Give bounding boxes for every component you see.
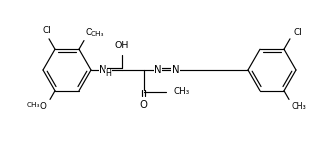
Text: H: H	[106, 70, 112, 78]
Text: O: O	[140, 100, 148, 110]
Text: N: N	[172, 65, 180, 75]
Text: OH: OH	[115, 41, 129, 50]
Text: O: O	[85, 28, 92, 37]
Text: O: O	[39, 102, 46, 111]
Text: N: N	[154, 65, 162, 75]
Text: CH₃: CH₃	[174, 88, 190, 96]
Text: Cl: Cl	[43, 26, 51, 35]
Text: Cl: Cl	[293, 28, 302, 37]
Text: CH₃: CH₃	[292, 102, 307, 111]
Text: CH₃: CH₃	[26, 102, 40, 108]
Text: N: N	[99, 65, 107, 75]
Text: CH₃: CH₃	[91, 31, 105, 37]
